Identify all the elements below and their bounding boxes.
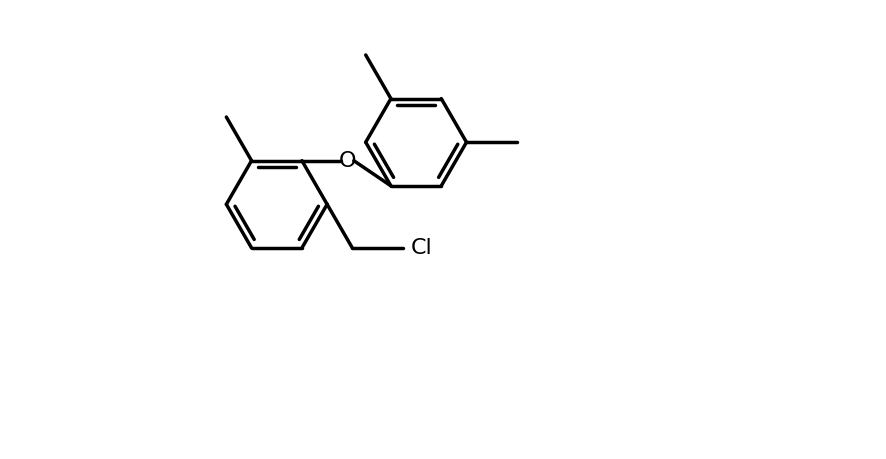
Text: Cl: Cl: [410, 238, 432, 258]
Text: O: O: [338, 151, 356, 171]
